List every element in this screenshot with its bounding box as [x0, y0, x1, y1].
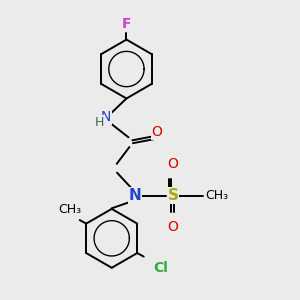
Text: Cl: Cl: [153, 261, 168, 275]
Text: S: S: [167, 188, 178, 203]
Text: CH₃: CH₃: [205, 189, 228, 202]
Text: O: O: [167, 157, 178, 171]
Text: H: H: [94, 116, 104, 129]
Text: N: N: [129, 188, 142, 203]
Text: N: N: [100, 110, 111, 124]
Text: F: F: [122, 17, 131, 31]
Text: CH₃: CH₃: [58, 203, 82, 216]
Text: O: O: [152, 125, 163, 139]
Text: O: O: [167, 220, 178, 234]
